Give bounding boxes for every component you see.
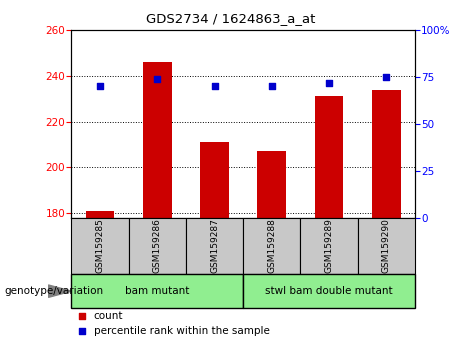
Text: GSM159286: GSM159286 [153,218,162,274]
Bar [372,90,401,218]
Text: GSM159290: GSM159290 [382,218,391,274]
Point [154,76,161,82]
Text: count: count [94,312,123,321]
Bar [86,211,114,218]
Text: stwl bam double mutant: stwl bam double mutant [265,286,393,296]
Bar [71,218,129,274]
Text: genotype/variation: genotype/variation [5,286,104,296]
Bar [186,218,243,274]
Bar [129,218,186,274]
Text: GSM159287: GSM159287 [210,218,219,274]
Text: GSM159288: GSM159288 [267,218,276,274]
Bar [143,62,171,218]
Point [325,80,333,85]
Point [268,84,276,89]
Bar [71,274,243,308]
Point [211,84,218,89]
Bar [258,152,286,218]
Polygon shape [48,285,71,297]
Point [333,260,341,266]
Text: bam mutant: bam mutant [125,286,189,296]
Bar [358,218,415,274]
Bar [315,96,343,218]
Point [383,74,390,80]
Bar [200,142,229,218]
Point [96,84,104,89]
Point [333,123,341,129]
Bar [243,274,415,308]
Bar [243,218,301,274]
Text: GSM159289: GSM159289 [325,218,334,274]
Text: percentile rank within the sample: percentile rank within the sample [94,326,270,336]
Text: GDS2734 / 1624863_a_at: GDS2734 / 1624863_a_at [146,12,315,25]
Text: GSM159285: GSM159285 [95,218,105,274]
Bar [301,218,358,274]
